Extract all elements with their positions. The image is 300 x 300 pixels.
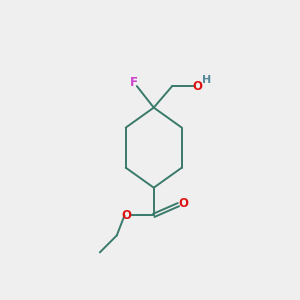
- Text: O: O: [178, 197, 188, 210]
- Text: H: H: [202, 75, 212, 85]
- Text: O: O: [121, 209, 131, 222]
- Text: O: O: [193, 80, 202, 92]
- Text: F: F: [130, 76, 138, 89]
